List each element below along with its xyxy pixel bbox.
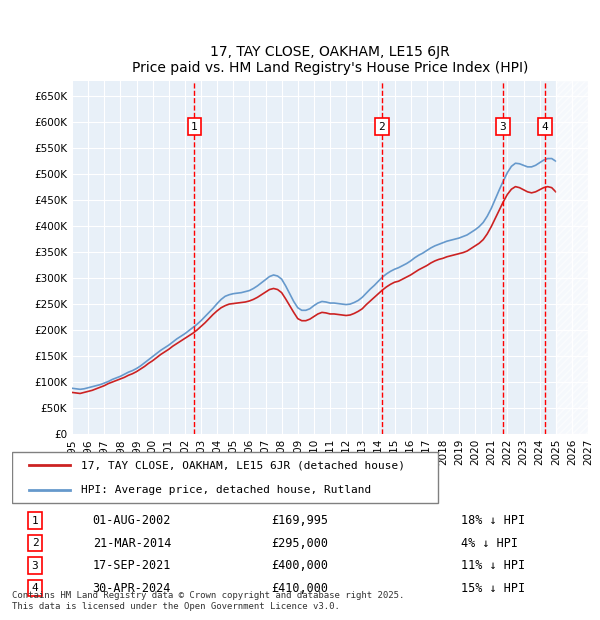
Text: 2: 2 — [379, 122, 385, 131]
Text: £169,995: £169,995 — [271, 514, 329, 527]
Text: 11% ↓ HPI: 11% ↓ HPI — [461, 559, 526, 572]
Text: 30-APR-2024: 30-APR-2024 — [92, 582, 171, 595]
Text: 21-MAR-2014: 21-MAR-2014 — [92, 537, 171, 550]
Text: 1: 1 — [191, 122, 197, 131]
Text: 4: 4 — [542, 122, 548, 131]
Text: 17, TAY CLOSE, OAKHAM, LE15 6JR (detached house): 17, TAY CLOSE, OAKHAM, LE15 6JR (detache… — [81, 460, 405, 470]
Text: 17-SEP-2021: 17-SEP-2021 — [92, 559, 171, 572]
Text: HPI: Average price, detached house, Rutland: HPI: Average price, detached house, Rutl… — [81, 485, 371, 495]
Text: £295,000: £295,000 — [271, 537, 329, 550]
Text: 3: 3 — [32, 560, 38, 570]
Title: 17, TAY CLOSE, OAKHAM, LE15 6JR
Price paid vs. HM Land Registry's House Price In: 17, TAY CLOSE, OAKHAM, LE15 6JR Price pa… — [132, 45, 528, 75]
Text: 4: 4 — [32, 583, 38, 593]
Text: 18% ↓ HPI: 18% ↓ HPI — [461, 514, 526, 527]
Text: 1: 1 — [32, 516, 38, 526]
Text: £410,000: £410,000 — [271, 582, 329, 595]
Text: 2: 2 — [32, 538, 38, 548]
Text: 01-AUG-2002: 01-AUG-2002 — [92, 514, 171, 527]
Text: £400,000: £400,000 — [271, 559, 329, 572]
FancyBboxPatch shape — [12, 452, 438, 503]
Text: 15% ↓ HPI: 15% ↓ HPI — [461, 582, 526, 595]
Text: 3: 3 — [499, 122, 506, 131]
Bar — [556, 81, 588, 434]
Text: Contains HM Land Registry data © Crown copyright and database right 2025.
This d: Contains HM Land Registry data © Crown c… — [12, 591, 404, 611]
Text: 4% ↓ HPI: 4% ↓ HPI — [461, 537, 518, 550]
